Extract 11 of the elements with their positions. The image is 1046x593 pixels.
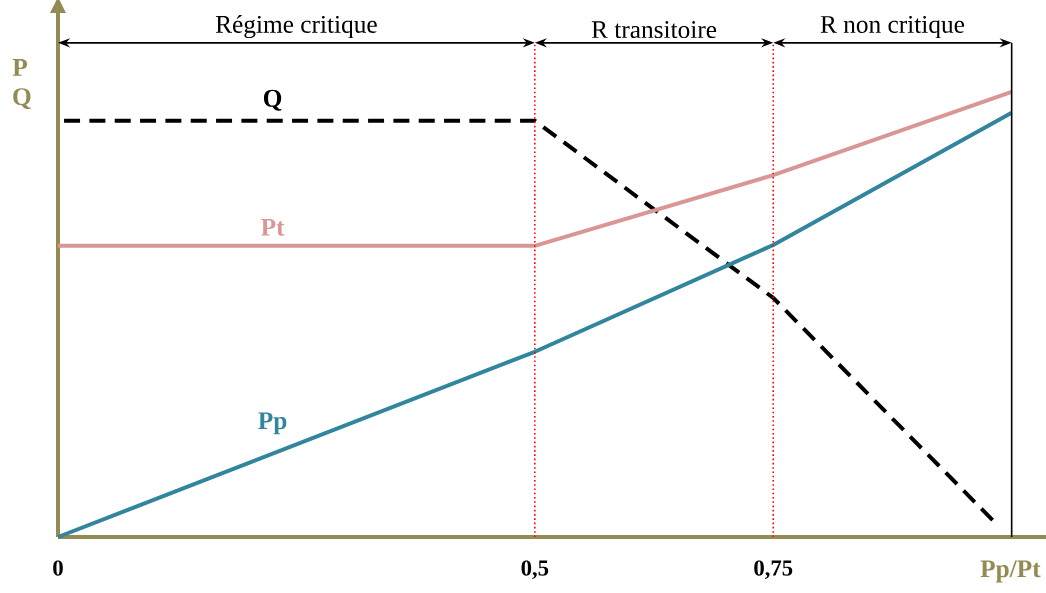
x-tick-label: 0,75 <box>754 560 793 579</box>
y-axis-title: P Q <box>12 59 31 110</box>
x-axis-title: Pp/Pt <box>980 560 1041 583</box>
series-label: Pp <box>258 412 287 435</box>
series-label: Q <box>263 89 282 111</box>
text: R non critique <box>820 15 965 39</box>
x-tick-label: 0 <box>53 560 63 576</box>
text: Régime critique <box>215 15 377 39</box>
x-tick-label: 0,5 <box>521 560 549 579</box>
text: R transitoire <box>591 21 717 39</box>
series-label: Pt <box>261 218 285 236</box>
